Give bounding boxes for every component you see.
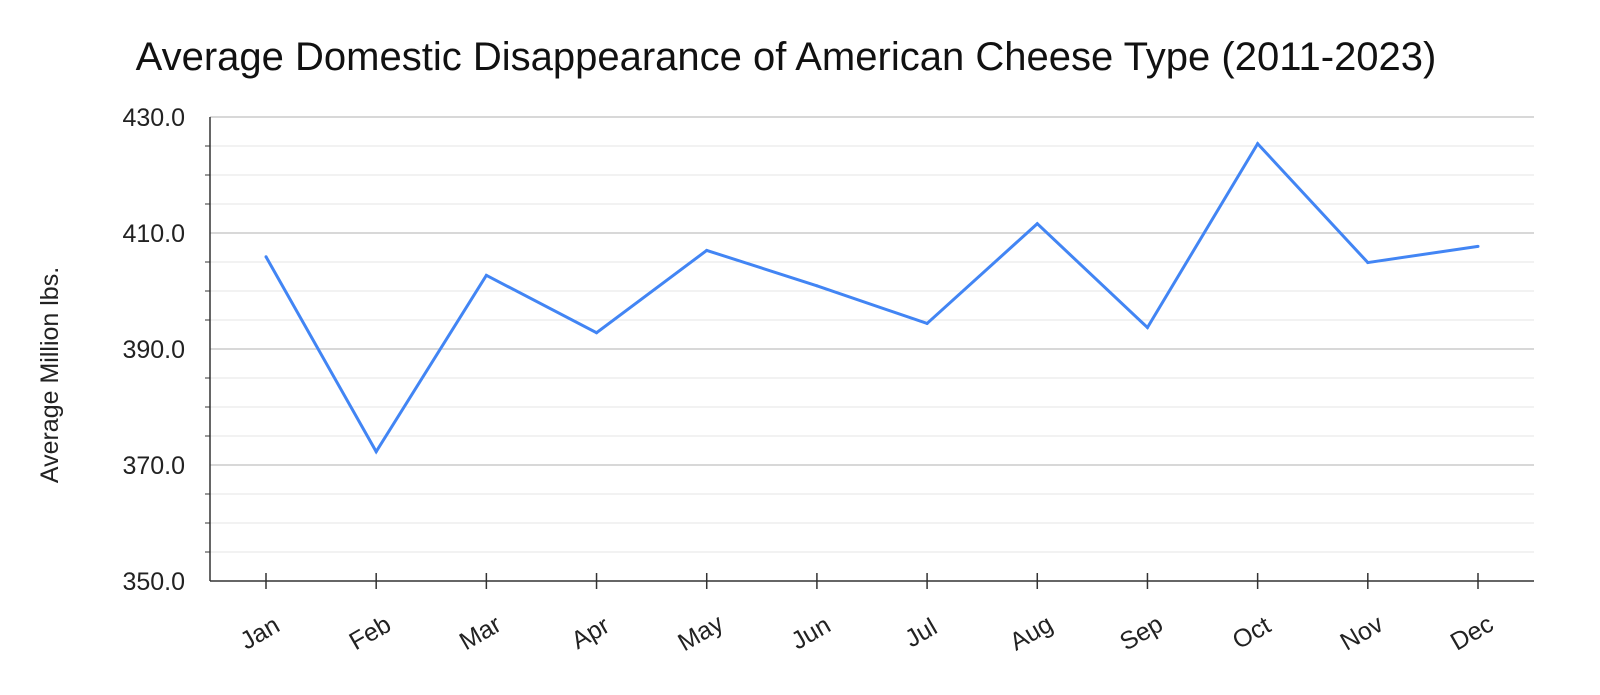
- x-tick-label: Jun: [786, 611, 835, 655]
- data-point: [264, 255, 268, 259]
- data-point: [1035, 222, 1039, 226]
- x-tick-label: Nov: [1336, 610, 1389, 657]
- x-tick-label: Sep: [1115, 610, 1168, 656]
- x-tick-label: Aug: [1005, 610, 1058, 656]
- gridlines: [210, 116, 1534, 553]
- data-point: [484, 273, 488, 277]
- y-tick-label: 370.0: [122, 452, 185, 480]
- y-tick-label: 410.0: [122, 220, 185, 248]
- x-tick-label: Feb: [345, 610, 396, 656]
- y-axis-label: Average Million lbs.: [36, 267, 64, 483]
- data-point: [1366, 261, 1370, 265]
- x-tick-label: May: [673, 609, 728, 657]
- axes: [205, 117, 1534, 589]
- x-tick-label: Apr: [567, 611, 615, 655]
- y-tick-labels: 350.0 370.0 390.0 410.0 430.0: [122, 104, 185, 596]
- y-tick-label: 390.0: [122, 336, 185, 364]
- data-point: [595, 331, 599, 335]
- y-tick-label: 350.0: [122, 568, 185, 596]
- y-tick-label: 430.0: [122, 104, 185, 132]
- data-point: [815, 284, 819, 288]
- data-point: [1476, 244, 1480, 248]
- series-line: [264, 141, 1479, 455]
- data-point: [925, 321, 929, 325]
- x-tick-label: Oct: [1228, 611, 1276, 655]
- series: [264, 141, 1480, 455]
- data-point: [1256, 142, 1260, 146]
- data-point: [1145, 326, 1149, 330]
- chart-title: Average Domestic Disappearance of Americ…: [136, 35, 1437, 79]
- x-tick-label: Jan: [236, 611, 285, 655]
- x-tick-label: Dec: [1446, 610, 1499, 656]
- x-tick-label: Jul: [900, 613, 942, 653]
- x-tick-labels: Jan Feb Mar Apr May Jun Jul Aug Sep Oct Nov Dec: [236, 609, 1499, 657]
- data-point: [374, 450, 378, 454]
- x-tick-label: Mar: [455, 610, 506, 656]
- data-point: [705, 248, 709, 252]
